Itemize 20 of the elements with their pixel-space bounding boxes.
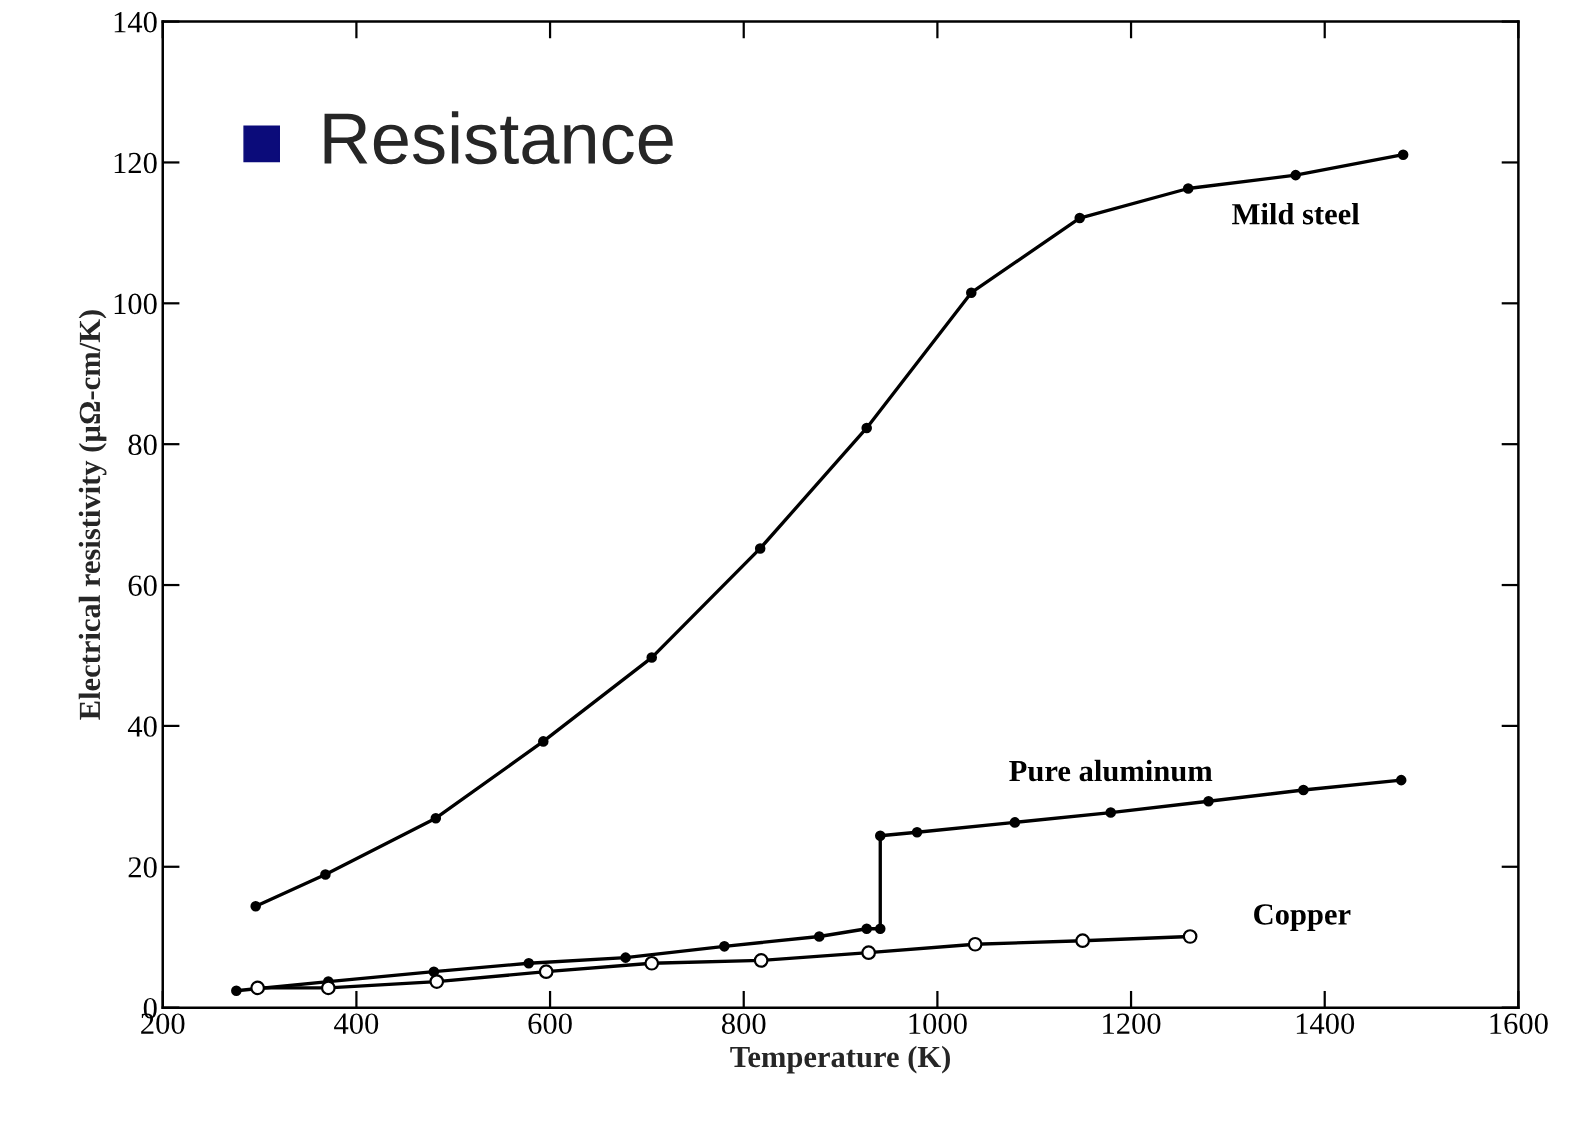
annotation: Resistance (324, 111, 673, 165)
y-tick-label: 40 (127, 716, 157, 737)
series-label: Copper (1254, 904, 1351, 931)
y-tick-label: 20 (128, 857, 157, 878)
x-tick-label: 1600 (1490, 1013, 1548, 1034)
series-label: Pure aluminum (1009, 759, 1213, 782)
y-tick-label: 60 (128, 575, 157, 596)
y-tick-label: 100 (114, 293, 157, 315)
y-axis-title: Electrical resistivity (µΩ-cm/K) (78, 310, 107, 720)
x-tick-label: 800 (721, 1013, 766, 1034)
x-axis-title: Temperature (K) (730, 1045, 950, 1074)
x-tick-label: 400 (334, 1013, 379, 1034)
series-label: Mild steel (1232, 202, 1360, 225)
y-tick-label: 80 (128, 434, 157, 456)
y-tick-label: 120 (114, 152, 157, 174)
x-tick-label: 600 (528, 1013, 572, 1034)
x-tick-label: 1400 (1296, 1013, 1355, 1034)
x-tick-label: 1000 (909, 1013, 967, 1034)
y-tick-label: 140 (114, 11, 157, 33)
x-tick-label: 1200 (1103, 1013, 1161, 1034)
